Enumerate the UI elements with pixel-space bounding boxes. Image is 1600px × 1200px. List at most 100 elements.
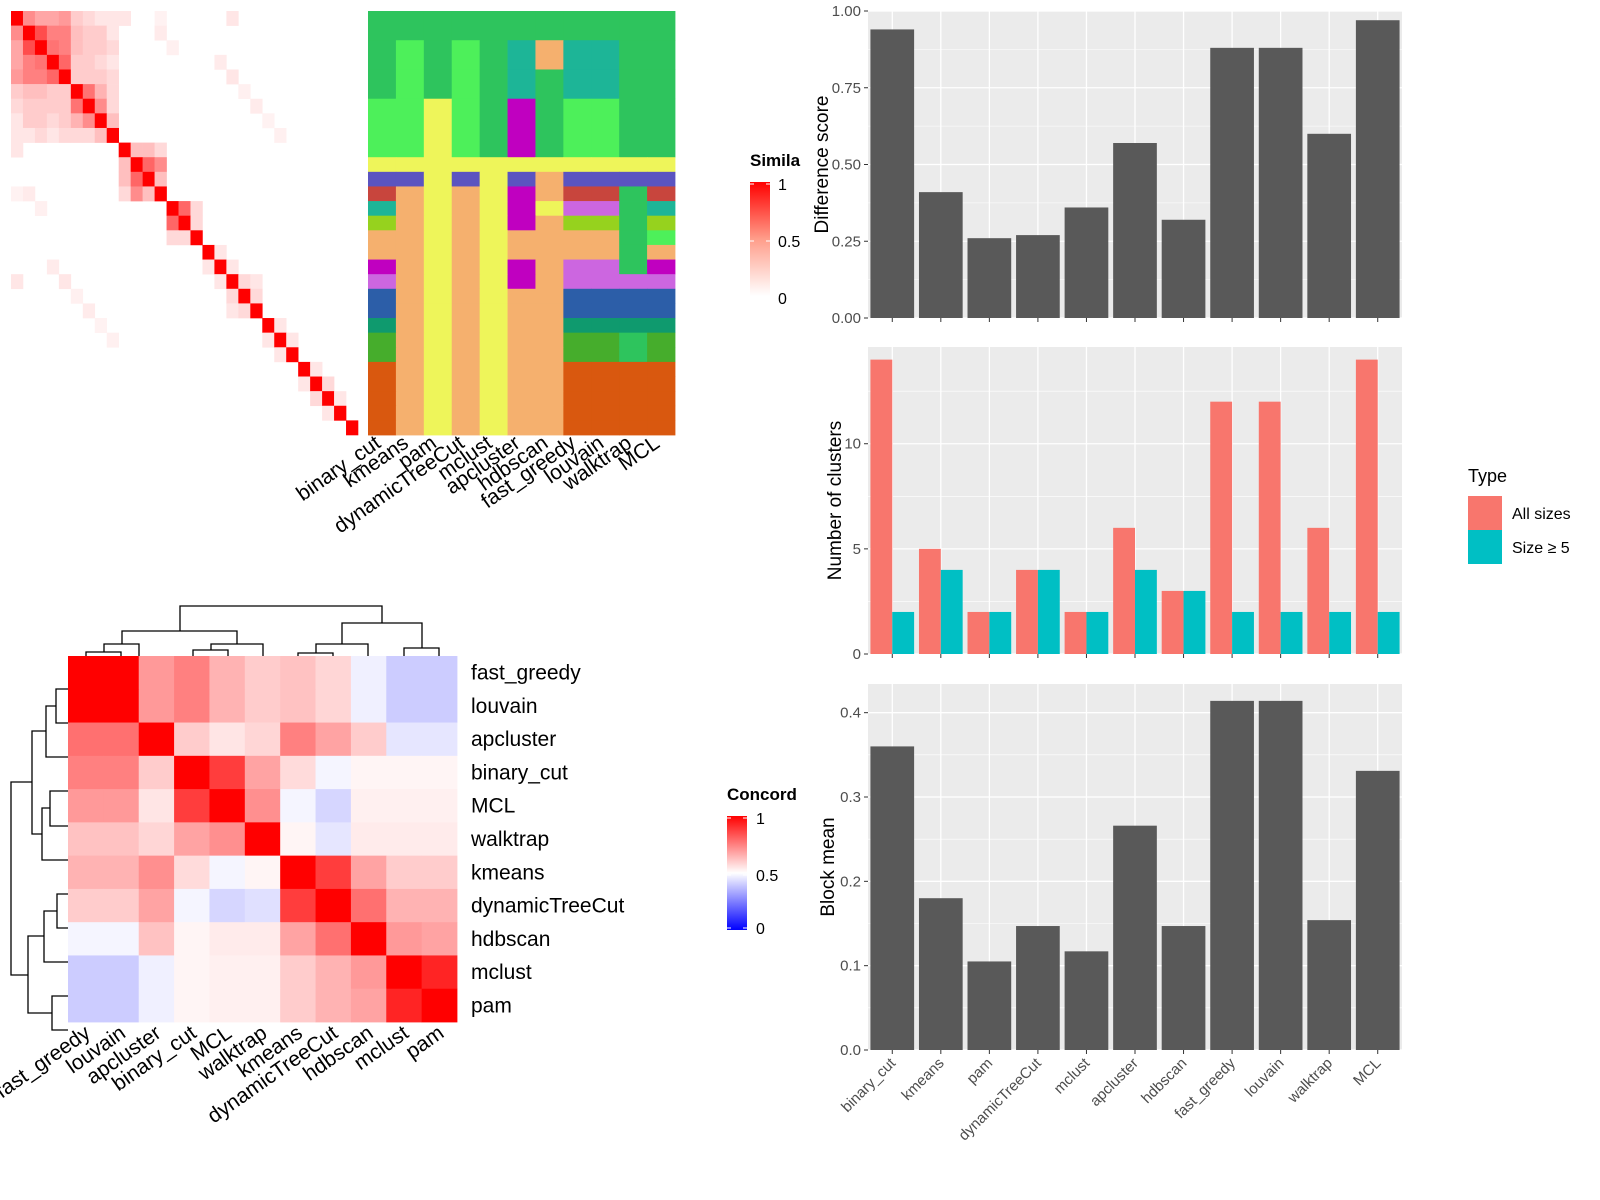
bar — [1355, 770, 1400, 1050]
concordance-cell — [103, 722, 140, 757]
cluster-cell — [395, 11, 425, 41]
y-tick-label: 0.0 — [840, 1042, 861, 1059]
concordance-cell — [174, 789, 210, 823]
cluster-cell — [647, 361, 676, 377]
cluster-cell — [395, 376, 425, 392]
similarity-cell — [94, 54, 108, 70]
cluster-cell — [368, 274, 397, 290]
cluster-cell — [507, 318, 536, 334]
cluster-cell — [535, 347, 564, 363]
concordance-cell — [209, 755, 246, 790]
similarity-cell — [94, 127, 108, 143]
concordance-heatmap — [68, 656, 458, 1023]
bar-all-sizes — [967, 611, 990, 654]
cluster-cell — [368, 171, 397, 187]
similarity-cell — [262, 332, 275, 348]
cluster-cell — [395, 361, 425, 377]
similarity-cell — [262, 113, 275, 129]
cluster-cell — [535, 274, 564, 290]
x-tick-label: dynamicTreeCut — [955, 1054, 1045, 1144]
cluster-cell — [451, 98, 481, 158]
cluster-cell — [591, 230, 620, 246]
y-tick-label: 0.3 — [840, 789, 861, 806]
cluster-cell — [423, 288, 453, 304]
similarity-cell — [202, 244, 215, 260]
type-legend-title: Type — [1468, 466, 1507, 486]
similarity-cell — [106, 332, 119, 348]
block-mean-chart: 0.0 0.1 0.2 0.3 0.4 Block mean — [818, 684, 1402, 1059]
concordance-cell — [421, 789, 458, 823]
cluster-cell — [647, 332, 676, 348]
cluster-cell — [451, 230, 481, 246]
similarity-cell — [11, 186, 24, 202]
cluster-cell — [535, 40, 564, 70]
cluster-cell — [535, 391, 564, 407]
cluster-cell — [591, 186, 620, 202]
cluster-cell — [591, 376, 620, 392]
concordance-cell — [315, 922, 352, 956]
legend-label-size-ge5: Size ≥ 5 — [1512, 540, 1570, 557]
similarity-cell — [130, 157, 143, 173]
bar — [1113, 143, 1157, 318]
similarity-cell — [58, 84, 72, 100]
cluster-cell — [423, 405, 453, 421]
cluster-cell — [395, 274, 425, 290]
cluster-cell — [591, 40, 620, 70]
cluster-cell — [423, 376, 453, 392]
concordance-cell — [421, 689, 458, 723]
similarity-legend-tick: 0.5 — [778, 234, 800, 251]
similarity-legend: Simila 1 0.5 0 — [750, 151, 801, 308]
cluster-cell — [423, 259, 453, 275]
concordance-row-label: binary_cut — [471, 762, 568, 785]
similarity-cell — [46, 98, 60, 114]
concordance-cell — [386, 722, 423, 757]
similarity-cell — [58, 25, 72, 41]
cluster-cell — [423, 420, 453, 436]
similarity-cell — [34, 11, 48, 26]
similarity-cell — [11, 69, 24, 85]
similarity-cell — [274, 332, 287, 348]
cluster-cell — [368, 332, 397, 348]
similarity-cell — [46, 127, 60, 143]
concordance-cell — [315, 955, 352, 990]
legend-swatch-size-ge5 — [1468, 530, 1502, 564]
similarity-cell — [118, 142, 131, 158]
y-axis-label: Number of clusters — [825, 421, 846, 580]
cluster-cell — [563, 376, 592, 392]
bar — [1307, 920, 1352, 1050]
cluster-cell — [591, 303, 620, 319]
concordance-cell — [174, 855, 210, 890]
bar-all-sizes — [1355, 359, 1378, 654]
cluster-cell — [647, 391, 676, 407]
cluster-cell — [368, 244, 397, 260]
concordance-legend-tick: 0 — [756, 921, 765, 938]
cluster-cell — [647, 420, 676, 436]
cluster-cell — [563, 171, 592, 187]
similarity-cell — [70, 113, 84, 129]
cluster-cell — [423, 171, 453, 187]
cluster-cell — [563, 230, 592, 246]
cluster-cell — [619, 157, 648, 173]
similarity-cell — [34, 127, 48, 143]
concordance-row-label: pam — [471, 994, 512, 1017]
concordance-cell — [138, 888, 175, 923]
cluster-cell — [591, 244, 620, 260]
concordance-row-label: kmeans — [471, 861, 545, 884]
similarity-cell — [274, 318, 287, 333]
cluster-cell — [535, 11, 564, 41]
concordance-row-label: apcluster — [471, 728, 556, 751]
bar — [1210, 47, 1254, 319]
concordance-cell — [209, 689, 246, 723]
similarity-cell — [22, 25, 36, 41]
concordance-cell — [280, 955, 316, 990]
cluster-cell — [507, 201, 536, 217]
cluster-cell — [619, 98, 648, 158]
concordance-cell — [350, 689, 387, 723]
concordance-cell — [209, 855, 246, 890]
cluster-cell — [647, 274, 676, 290]
similarity-cell — [106, 84, 119, 100]
bar — [1161, 926, 1206, 1050]
cluster-cell — [368, 420, 397, 436]
concordance-cell — [315, 888, 352, 923]
